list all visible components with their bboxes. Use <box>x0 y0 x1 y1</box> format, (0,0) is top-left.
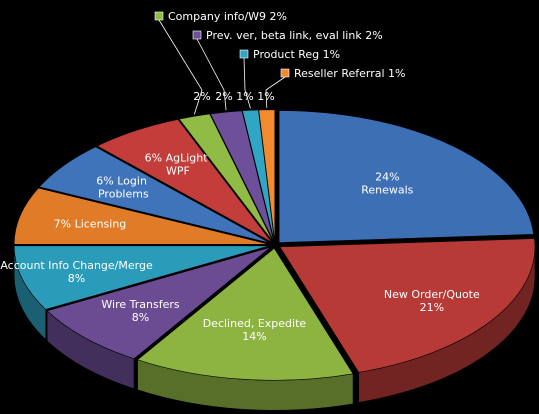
leader-line-product-reg <box>243 57 251 109</box>
slice-new-order-quote <box>279 238 536 373</box>
slice-labels: 24% Renewals New Order/Quote 21% Declined, E… <box>0 90 480 343</box>
legend-text-reseller-referral: Reseller Referral 1% <box>294 67 405 80</box>
legend-text-prev-ver-beta-link-eval-link: Prev. ver, beta link, eval link 2% <box>206 29 383 42</box>
slice-value-reseller-referral: 1% <box>257 90 274 103</box>
slice-prev-ver-beta-link-eval-link <box>210 110 275 242</box>
slice-renewals <box>278 110 534 243</box>
slice-label-account-info-change-merge: Account Info Change/Merge 8% <box>0 259 153 285</box>
slice-label-aglight-wpf: 6% AgLight WPF <box>145 152 209 178</box>
legend-marker-product-reg <box>239 49 249 59</box>
slice-label-new-order-quote: New Order/Quote 21% <box>384 288 480 314</box>
slice-value-company-info-w9: 2% <box>193 90 210 103</box>
slice-label-licensing: 7% Licensing <box>54 218 127 231</box>
legend-marker-reseller-referral <box>280 68 290 78</box>
slice-company-info-w9 <box>178 113 274 243</box>
slice-aglight-wpf <box>96 119 273 243</box>
slice-value-product-reg: 1% <box>236 90 253 103</box>
legend-text-company-info-w9: Company info/W9 2% <box>168 10 287 23</box>
slice-declined-expedite <box>136 247 354 381</box>
leader-lines <box>158 19 286 115</box>
slice-label-renewals: 24% Renewals <box>361 170 413 196</box>
pie-tops <box>13 109 536 381</box>
legend-marker-company-info-w9 <box>154 11 164 21</box>
slice-wire-transfers <box>46 246 271 360</box>
slice-value-prev-ver-beta-link-eval-link: 2% <box>215 90 232 103</box>
legend-text-product-reg: Product Reg 1% <box>253 48 340 61</box>
pie-sides <box>13 245 536 411</box>
leader-line-company-info-w9 <box>158 19 203 115</box>
leader-line-prev-ver-beta-link-eval-link <box>196 38 227 111</box>
slice-label-wire-transfers: Wire Transfers 8% <box>101 298 179 324</box>
slice-product-reg <box>242 109 275 242</box>
legend-marker-prev-ver-beta-link-eval-link <box>192 30 202 40</box>
slice-reseller-referral <box>258 109 276 242</box>
leader-line-reseller-referral <box>265 76 286 108</box>
legend: Company info/W9 2% Prev. ver, beta link, … <box>154 10 405 80</box>
slice-licensing <box>13 187 270 245</box>
slice-label-login-problems: 6% Login Problems <box>95 175 149 201</box>
slice-login-problems <box>38 146 271 244</box>
slice-account-info-change-merge <box>13 245 270 310</box>
slice-label-declined-expedite: Declined, Expedite 14% <box>203 317 307 343</box>
